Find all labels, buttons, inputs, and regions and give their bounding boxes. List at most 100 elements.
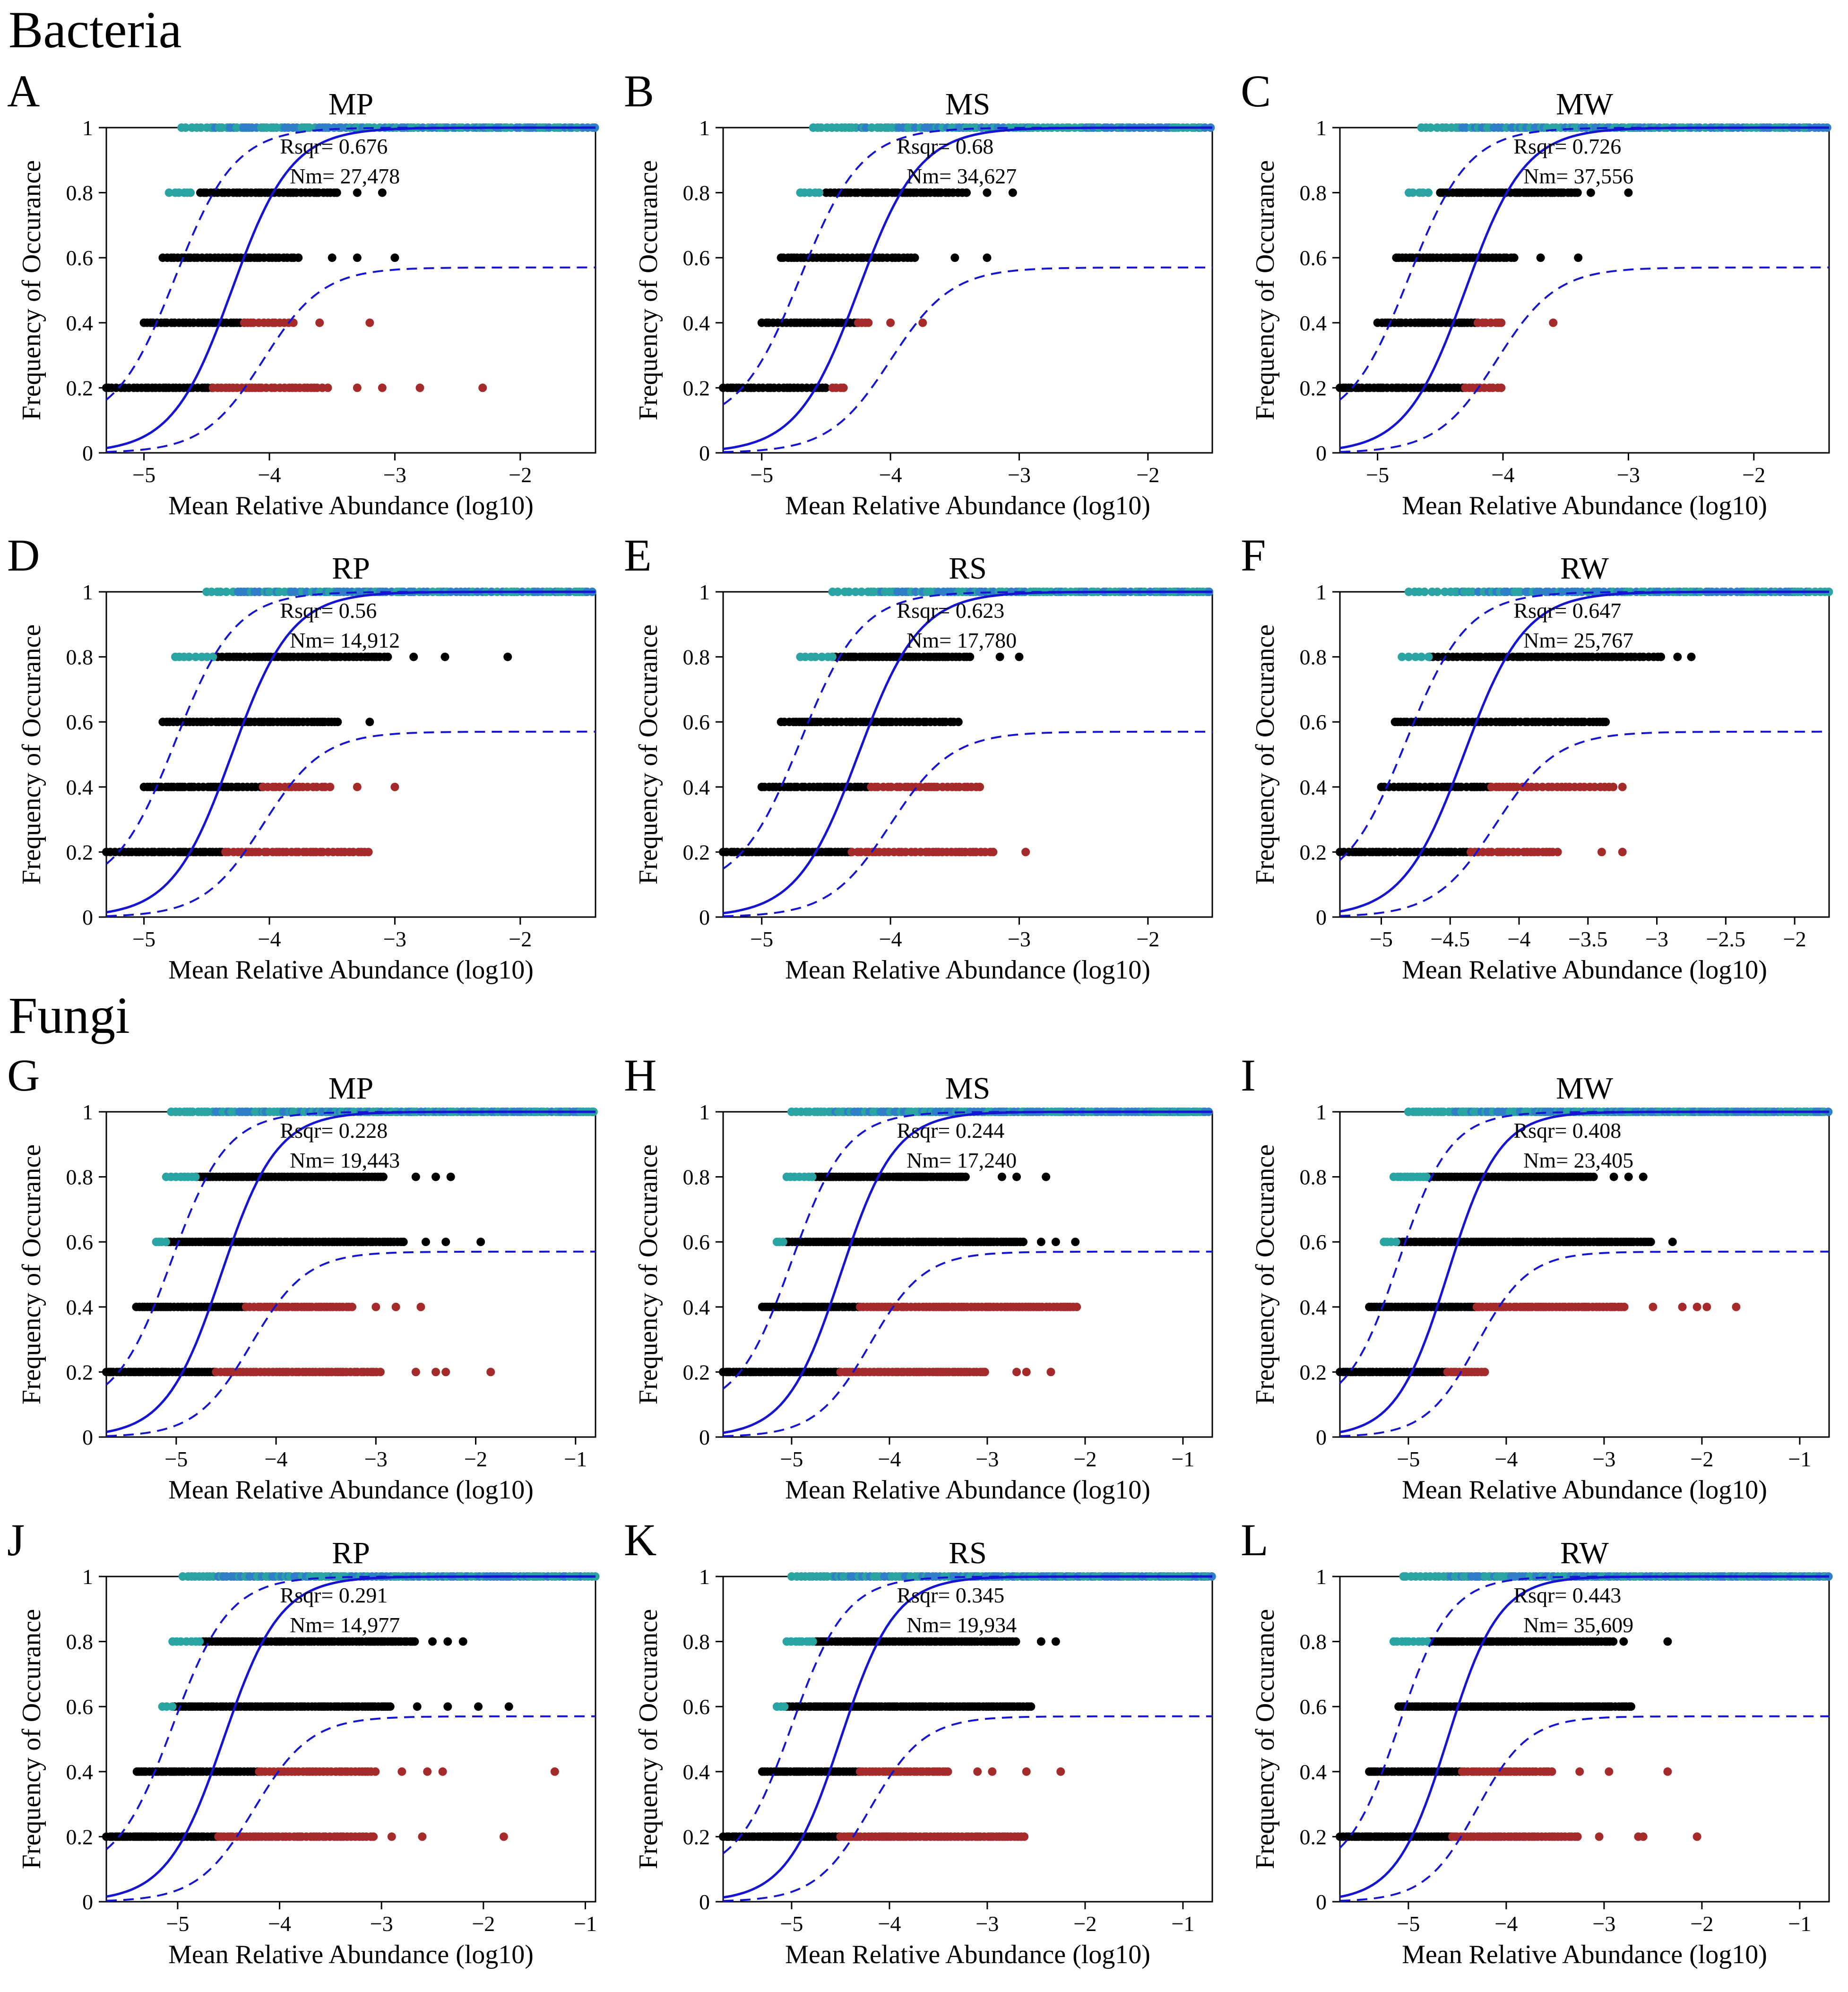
point-outlier <box>387 1832 396 1841</box>
x-tick-label: −4 <box>258 927 281 951</box>
point-outlier <box>918 318 927 327</box>
x-tick-label: −1 <box>1171 1447 1194 1471</box>
y-tick-label: 0.2 <box>66 1825 94 1849</box>
x-tick-label: −3.5 <box>1568 927 1607 951</box>
point-outlier <box>1008 188 1017 197</box>
x-tick-label: −1 <box>1788 1447 1811 1471</box>
x-axis-label: Mean Relative Abundance (log10) <box>168 1940 534 1969</box>
point-outlier <box>476 1238 485 1247</box>
y-tick-label: 0.4 <box>683 311 710 335</box>
y-tick-label: 0.4 <box>66 1295 94 1319</box>
point-outlier <box>378 188 387 197</box>
point-outlier <box>441 1368 450 1377</box>
x-tick-label: −2 <box>509 463 532 487</box>
y-tick-label: 0.2 <box>66 376 94 400</box>
point-within <box>1019 1238 1028 1247</box>
x-axis-label: Mean Relative Abundance (log10) <box>168 491 534 520</box>
point-within <box>379 1172 388 1181</box>
y-tick-label: 0.6 <box>1300 246 1327 270</box>
upper-ci-line <box>105 127 596 401</box>
x-tick-label: −2 <box>1136 927 1159 951</box>
point-outlier <box>995 652 1004 661</box>
section-label-fungi: Fungi <box>9 987 130 1044</box>
y-tick-label: 0.4 <box>683 1760 710 1784</box>
panel-title: RW <box>1560 1536 1609 1570</box>
rsqr-label: Rsqr= 0.408 <box>1513 1118 1621 1143</box>
y-tick-label: 0.2 <box>1300 376 1327 400</box>
panel-letter: B <box>624 66 654 116</box>
x-tick-label: −5 <box>164 1447 188 1471</box>
upper-ci-line <box>105 1111 596 1386</box>
rsqr-label: Rsqr= 0.726 <box>1513 134 1621 158</box>
x-tick-label: −2 <box>1073 1912 1097 1936</box>
rsqr-label: Rsqr= 0.68 <box>897 134 993 158</box>
x-tick-label: −1 <box>564 1447 587 1471</box>
x-tick-label: −3 <box>976 1447 999 1471</box>
y-tick-label: 0 <box>82 905 93 929</box>
point-above <box>1417 652 1426 661</box>
point-outlier <box>504 1702 513 1711</box>
x-tick-label: −2 <box>1073 1447 1097 1471</box>
y-tick-label: 1 <box>82 1100 93 1124</box>
panel-letter: K <box>624 1515 656 1565</box>
y-tick-label: 1 <box>82 116 93 140</box>
panel-title: MW <box>1556 1071 1614 1106</box>
point-outlier <box>1051 1637 1060 1646</box>
point-outlier <box>1668 1238 1677 1247</box>
y-tick-label: 0.4 <box>66 1760 94 1784</box>
panel-title: MS <box>945 1071 990 1106</box>
y-tick-label: 0.8 <box>66 181 94 205</box>
y-tick-label: 1 <box>1316 580 1327 604</box>
point-within <box>954 718 963 727</box>
point-outlier <box>1732 1302 1741 1311</box>
x-tick-label: −4 <box>258 463 281 487</box>
point-within <box>386 1702 395 1711</box>
x-tick-label: −2.5 <box>1706 927 1745 951</box>
y-tick-label: 0 <box>699 1425 710 1449</box>
lower-ci-line <box>1339 730 1829 917</box>
point-below <box>1072 1302 1081 1311</box>
x-axis-label: Mean Relative Abundance (log10) <box>168 955 534 985</box>
y-tick-label: 0.4 <box>1300 1760 1327 1784</box>
x-tick-label: −5 <box>166 1912 189 1936</box>
x-tick-label: −5 <box>750 463 773 487</box>
x-axis-label: Mean Relative Abundance (log10) <box>1402 491 1767 520</box>
y-tick-label: 1 <box>82 580 93 604</box>
point-outlier <box>1012 1172 1021 1181</box>
x-tick-label: −3 <box>1008 463 1031 487</box>
y-tick-label: 1 <box>699 580 710 604</box>
x-tick-label: −3 <box>383 463 406 487</box>
x-tick-label: −1 <box>1788 1912 1811 1936</box>
point-outlier <box>391 1302 400 1311</box>
point-above <box>1408 188 1417 197</box>
point-below <box>348 1302 356 1311</box>
point-outlier <box>371 1302 380 1311</box>
x-axis-label: Mean Relative Abundance (log10) <box>1402 1940 1767 1969</box>
point-above <box>222 588 231 596</box>
point-outlier <box>486 1368 495 1377</box>
panel-title: MW <box>1556 87 1614 121</box>
point-outlier <box>390 253 399 262</box>
y-tick-label: 0.4 <box>66 311 94 335</box>
panel-letter: A <box>7 66 40 116</box>
nm-label: Nm= 34,627 <box>907 164 1017 188</box>
point-outlier <box>328 253 337 262</box>
y-tick-label: 1 <box>699 1565 710 1589</box>
upper-ci-line <box>105 591 596 865</box>
point-above <box>208 652 217 661</box>
nm-label: Nm= 14,977 <box>290 1613 400 1637</box>
point-outlier <box>421 1238 430 1247</box>
point-outlier <box>988 1767 997 1776</box>
y-tick-label: 0.8 <box>66 1630 94 1654</box>
point-above <box>1578 588 1587 596</box>
x-tick-label: −2 <box>509 927 532 951</box>
point-above <box>845 588 854 596</box>
rsqr-label: Rsqr= 0.676 <box>280 134 388 158</box>
x-axis-label: Mean Relative Abundance (log10) <box>1402 955 1767 985</box>
section-label-bacteria: Bacteria <box>9 1 181 59</box>
point-below <box>323 383 332 392</box>
point-above <box>1424 652 1433 661</box>
nm-label: Nm= 27,478 <box>290 164 400 188</box>
x-tick-label: −2 <box>472 1912 495 1936</box>
point-outlier <box>1649 1302 1658 1311</box>
